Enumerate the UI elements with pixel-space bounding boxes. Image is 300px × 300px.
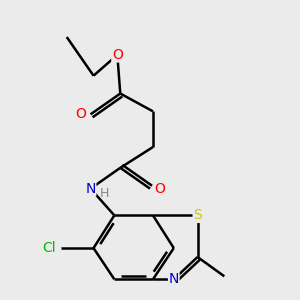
Text: O: O — [75, 107, 86, 121]
Text: N: N — [85, 182, 96, 196]
Text: N: N — [169, 272, 179, 286]
Text: O: O — [154, 182, 165, 196]
Text: Cl: Cl — [43, 241, 56, 255]
Text: O: O — [112, 48, 123, 62]
Text: S: S — [193, 208, 202, 222]
Text: H: H — [100, 188, 110, 200]
